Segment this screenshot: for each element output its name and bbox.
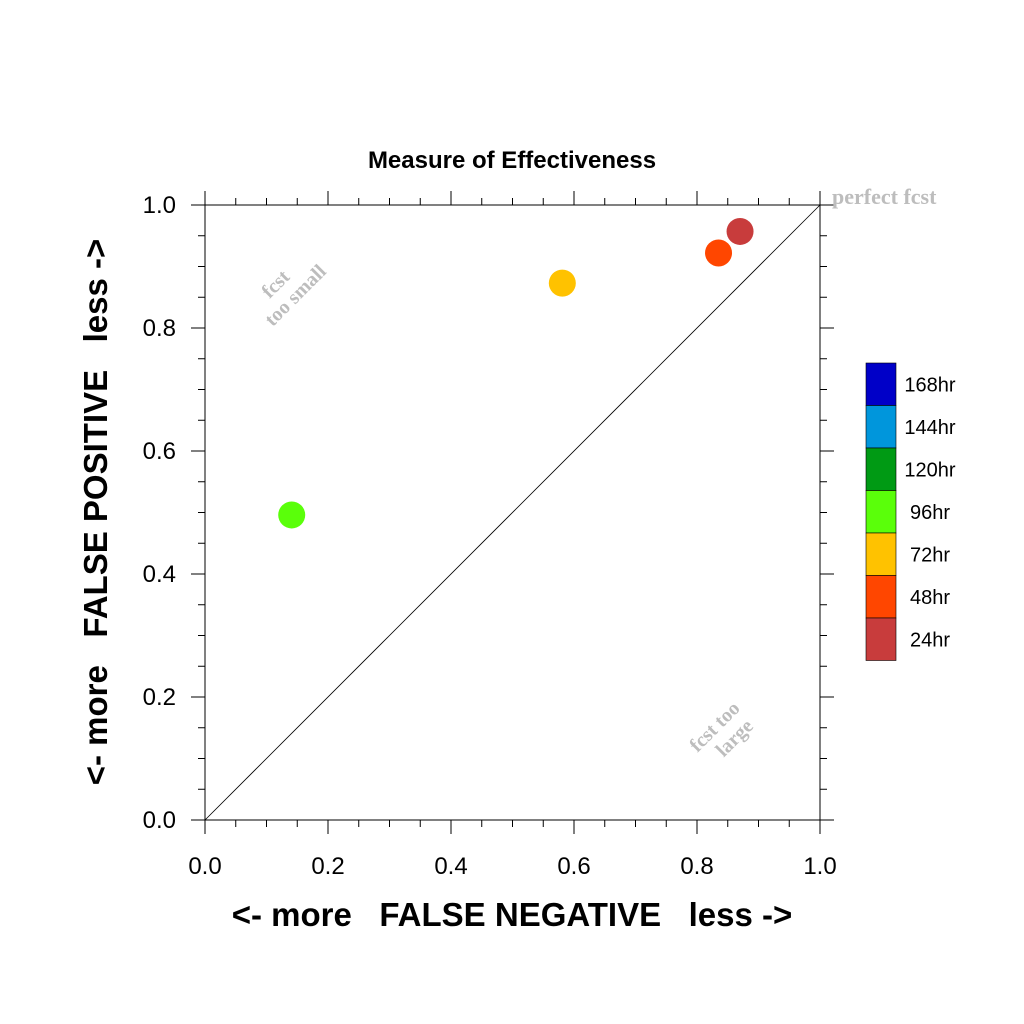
legend-label: 48hr (910, 587, 950, 609)
legend-label: 168hr (904, 374, 955, 396)
legend-label: 144hr (904, 417, 955, 439)
data-point-96hr (278, 501, 306, 529)
legend-swatch-72hr (865, 532, 897, 576)
too-small-annotation: fcst too small (257, 260, 331, 330)
x-tick-label: 0.4 (434, 853, 467, 880)
y-axis-label: <- more FALSE POSITIVE less -> (77, 239, 114, 786)
data-point-72hr (548, 269, 576, 297)
y-tick-label: 0.0 (143, 807, 176, 834)
data-points (278, 217, 754, 529)
data-point-48hr (705, 239, 733, 267)
legend: 168hr 144hr 120hr 96hr 72hr 48hr 24hr (865, 362, 956, 661)
chart-title: Measure of Effectiveness (368, 147, 656, 174)
y-tick-label: 0.4 (143, 561, 176, 588)
perfect-forecast-diagonal (204, 204, 821, 821)
legend-swatch-48hr (865, 575, 897, 619)
legend-label: 120hr (904, 459, 955, 481)
legend-swatch-168hr (865, 362, 897, 406)
legend-swatch-96hr (865, 490, 897, 534)
legend-swatch-144hr (865, 405, 897, 449)
legend-label: 24hr (910, 629, 950, 651)
y-tick-label: 0.6 (143, 438, 176, 465)
legend-label: 96hr (910, 502, 950, 524)
y-tick-label: 0.2 (143, 684, 176, 711)
legend-swatch-24hr (865, 617, 897, 661)
x-tick-label: 0.8 (680, 853, 713, 880)
x-tick-labels: 0.0 0.2 0.4 0.6 0.8 1.0 (188, 853, 836, 880)
data-point-24hr (726, 217, 754, 245)
y-tick-labels: 0.0 0.2 0.4 0.6 0.8 1.0 (143, 192, 176, 834)
x-tick-label: 0.0 (188, 853, 221, 880)
y-tick-label: 1.0 (143, 192, 176, 219)
too-large-annotation: fcst too large (685, 697, 758, 761)
legend-swatch-120hr (865, 447, 897, 491)
x-tick-label: 0.2 (311, 853, 344, 880)
legend-label: 72hr (910, 544, 950, 566)
x-tick-label: 0.6 (557, 853, 590, 880)
perfect-forecast-annotation: perfect fcst (832, 184, 937, 209)
x-axis-label: <- more FALSE NEGATIVE less -> (232, 896, 793, 933)
axis-ticks (191, 191, 834, 834)
x-tick-label: 1.0 (803, 853, 836, 880)
y-tick-label: 0.8 (143, 315, 176, 342)
